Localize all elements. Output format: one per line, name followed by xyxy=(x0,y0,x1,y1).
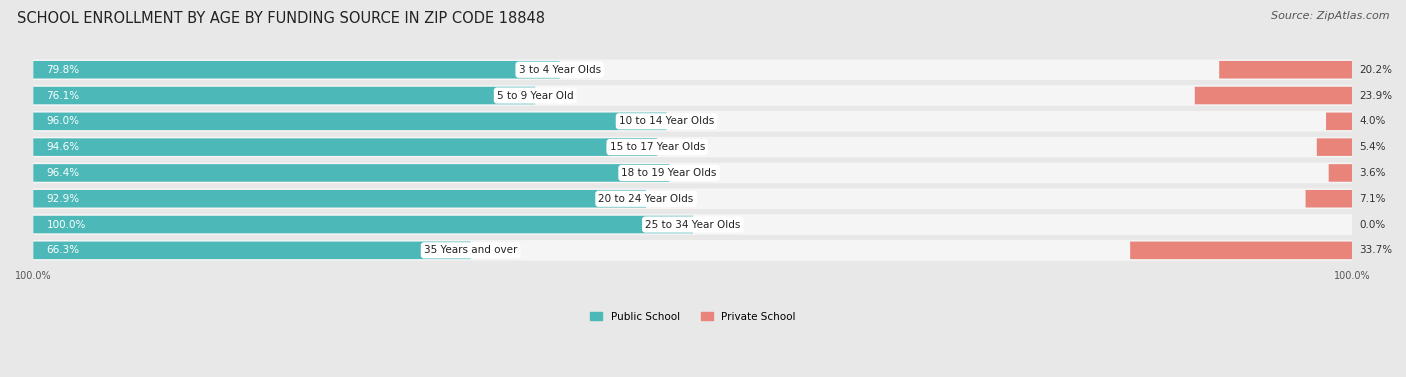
Text: 5.4%: 5.4% xyxy=(1360,142,1385,152)
Text: 7.1%: 7.1% xyxy=(1360,194,1385,204)
Text: 94.6%: 94.6% xyxy=(46,142,80,152)
FancyBboxPatch shape xyxy=(34,214,1353,235)
Text: 96.4%: 96.4% xyxy=(46,168,80,178)
FancyBboxPatch shape xyxy=(1326,113,1353,130)
FancyBboxPatch shape xyxy=(34,87,536,104)
Text: 33.7%: 33.7% xyxy=(1360,245,1392,255)
Text: 79.8%: 79.8% xyxy=(46,65,80,75)
Text: Source: ZipAtlas.com: Source: ZipAtlas.com xyxy=(1271,11,1389,21)
Text: 23.9%: 23.9% xyxy=(1360,90,1392,101)
FancyBboxPatch shape xyxy=(1195,87,1353,104)
Text: 3.6%: 3.6% xyxy=(1360,168,1385,178)
FancyBboxPatch shape xyxy=(34,242,471,259)
FancyBboxPatch shape xyxy=(34,111,1353,132)
FancyBboxPatch shape xyxy=(34,137,1353,158)
FancyBboxPatch shape xyxy=(1329,164,1353,182)
FancyBboxPatch shape xyxy=(34,240,1353,261)
Text: 20 to 24 Year Olds: 20 to 24 Year Olds xyxy=(599,194,693,204)
FancyBboxPatch shape xyxy=(34,164,669,182)
FancyBboxPatch shape xyxy=(34,188,1353,209)
Text: 92.9%: 92.9% xyxy=(46,194,80,204)
Text: 4.0%: 4.0% xyxy=(1360,116,1385,126)
Text: 35 Years and over: 35 Years and over xyxy=(425,245,517,255)
Text: 20.2%: 20.2% xyxy=(1360,65,1392,75)
FancyBboxPatch shape xyxy=(1306,190,1353,207)
Text: 25 to 34 Year Olds: 25 to 34 Year Olds xyxy=(645,219,741,230)
FancyBboxPatch shape xyxy=(34,190,645,207)
Legend: Public School, Private School: Public School, Private School xyxy=(589,312,796,322)
Text: 96.0%: 96.0% xyxy=(46,116,80,126)
FancyBboxPatch shape xyxy=(34,162,1353,183)
Text: 66.3%: 66.3% xyxy=(46,245,80,255)
Text: 3 to 4 Year Olds: 3 to 4 Year Olds xyxy=(519,65,600,75)
FancyBboxPatch shape xyxy=(34,138,657,156)
Text: 15 to 17 Year Olds: 15 to 17 Year Olds xyxy=(610,142,704,152)
FancyBboxPatch shape xyxy=(34,85,1353,106)
Text: 0.0%: 0.0% xyxy=(1360,219,1385,230)
Text: 100.0%: 100.0% xyxy=(15,271,52,281)
Text: 5 to 9 Year Old: 5 to 9 Year Old xyxy=(496,90,574,101)
FancyBboxPatch shape xyxy=(34,216,693,233)
FancyBboxPatch shape xyxy=(34,113,666,130)
Text: 10 to 14 Year Olds: 10 to 14 Year Olds xyxy=(619,116,714,126)
FancyBboxPatch shape xyxy=(1317,138,1353,156)
FancyBboxPatch shape xyxy=(1219,61,1353,78)
Text: 76.1%: 76.1% xyxy=(46,90,80,101)
Text: 100.0%: 100.0% xyxy=(1334,271,1371,281)
FancyBboxPatch shape xyxy=(1130,242,1353,259)
Text: SCHOOL ENROLLMENT BY AGE BY FUNDING SOURCE IN ZIP CODE 18848: SCHOOL ENROLLMENT BY AGE BY FUNDING SOUR… xyxy=(17,11,546,26)
Text: 18 to 19 Year Olds: 18 to 19 Year Olds xyxy=(621,168,717,178)
FancyBboxPatch shape xyxy=(34,61,560,78)
Text: 100.0%: 100.0% xyxy=(46,219,86,230)
FancyBboxPatch shape xyxy=(34,60,1353,80)
